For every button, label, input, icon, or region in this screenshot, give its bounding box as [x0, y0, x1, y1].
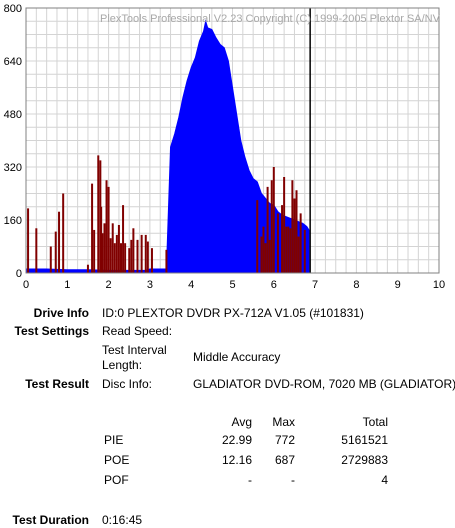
y-tick-label: 160: [4, 215, 22, 227]
row-max: 772: [274, 433, 295, 447]
x-tick-label: 8: [353, 279, 359, 291]
x-tick-label: 0: [23, 279, 29, 291]
y-tick-label: 480: [4, 109, 22, 121]
x-tick-label: 10: [433, 279, 445, 291]
x-tick-label: 3: [147, 279, 153, 291]
test-duration-value: 0:16:45: [102, 513, 143, 527]
test-duration-label: Test Duration: [12, 513, 89, 527]
test-settings-label: Test Settings: [14, 324, 89, 338]
row-total: 2729883: [341, 453, 388, 467]
drive-info-value: ID:0 PLEXTOR DVDR PX-712A V1.05 (#101831…: [102, 306, 364, 320]
interval-label-line1: Test Interval: [102, 343, 167, 357]
x-tick-label: 5: [229, 279, 235, 291]
y-axis-ticks: 0 160 320 480 640 800: [4, 3, 22, 280]
y-tick-label: 0: [16, 268, 22, 280]
plot-frame: [25, 7, 440, 274]
chart-title: PlexTools Professional V2.23 Copyright (…: [100, 13, 441, 25]
x-axis-ticks: 0 1 2 3 4 5 6 7 8 9 10: [23, 279, 445, 291]
x-tick-label: 4: [188, 279, 194, 291]
y-tick-label: 800: [4, 3, 22, 15]
row-name: PIE: [104, 433, 124, 447]
interval-label-line2: Length:: [102, 358, 143, 372]
row-total: 5161521: [341, 433, 388, 447]
col-header-total: Total: [362, 415, 388, 429]
row-name: POF: [104, 473, 129, 487]
y-tick-label: 640: [4, 56, 22, 68]
disc-info-label: Disc Info:: [102, 377, 153, 391]
x-tick-label: 1: [64, 279, 70, 291]
x-tick-label: 9: [395, 279, 401, 291]
drive-info-label: Drive Info: [33, 306, 89, 320]
col-header-avg: Avg: [231, 415, 252, 429]
row-max: -: [291, 473, 295, 487]
row-avg: -: [248, 473, 252, 487]
read-speed-label: Read Speed:: [102, 324, 173, 338]
x-tick-label: 2: [106, 279, 112, 291]
interval-value: Middle Accuracy: [193, 350, 281, 364]
pie-area: [25, 19, 310, 274]
test-result-label: Test Result: [25, 377, 89, 391]
x-tick-label: 6: [271, 279, 277, 291]
row-avg: 12.16: [221, 453, 252, 467]
col-header-max: Max: [272, 415, 295, 429]
x-tick-label: 7: [312, 279, 318, 291]
row-max: 687: [274, 453, 295, 467]
row-name: POE: [104, 453, 130, 467]
row-avg: 22.99: [221, 433, 252, 447]
pie-series-area: [25, 19, 310, 274]
pif-series-bars: [27, 155, 306, 273]
row-total: 4: [381, 473, 388, 487]
disc-info-value: GLADIATOR DVD-ROM, 7020 MB (GLADIATOR): [193, 377, 455, 391]
y-tick-label: 320: [4, 162, 22, 174]
error-chart: PlexTools Professional V2.23 Copyright (…: [4, 3, 445, 291]
